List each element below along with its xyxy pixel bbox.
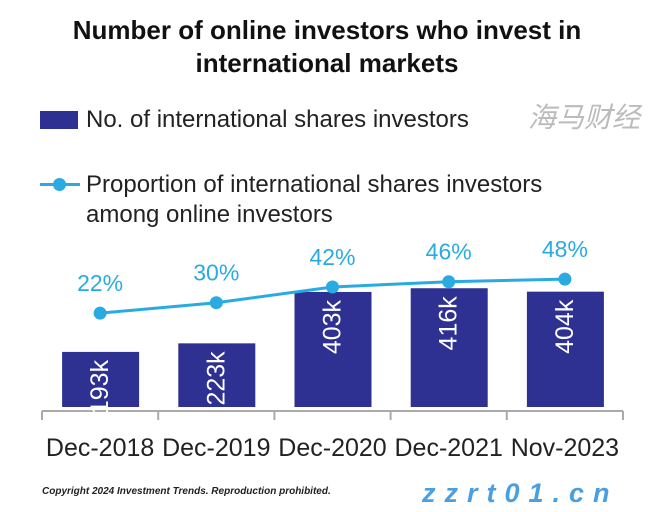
legend-bar-swatch <box>40 111 78 129</box>
bar-Nov-2023 <box>526 291 604 407</box>
legend-line-label: Proportion of international shares inves… <box>86 170 542 230</box>
bar-Dec-2019 <box>178 343 256 407</box>
bar-value-label: 403k <box>319 299 347 354</box>
bar-Dec-2020 <box>294 291 372 407</box>
watermark-url: zzrt01.cn <box>422 478 619 508</box>
x-tick-label: Dec-2018 <box>46 434 154 462</box>
bar-Dec-2018 <box>62 351 140 407</box>
legend-line-label-2: among online investors <box>86 201 333 228</box>
line-value-label: 46% <box>426 239 472 265</box>
legend-line-marker <box>53 178 66 191</box>
line-point-Dec-2019 <box>209 296 223 310</box>
bar-value-label: 404k <box>551 299 579 354</box>
x-tick-label: Dec-2020 <box>278 434 386 462</box>
bar-value-label: 416k <box>435 296 463 351</box>
line-value-label: 48% <box>542 236 588 262</box>
x-tick-label: Dec-2019 <box>162 434 270 462</box>
bar-Dec-2021 <box>410 288 488 407</box>
line-value-label: 30% <box>193 260 239 286</box>
x-tick-label: Dec-2021 <box>394 434 502 462</box>
watermark-cn: 海马财经 <box>528 102 641 133</box>
bar-value-label: 223k <box>202 351 230 406</box>
line-value-label: 42% <box>309 244 355 270</box>
copyright-note: Copyright 2024 Investment Trends. Reprod… <box>42 486 331 497</box>
line-point-Nov-2023 <box>558 272 572 286</box>
legend-bar-label: No. of international shares investors <box>86 106 469 133</box>
x-tick-label: Nov-2023 <box>511 434 619 462</box>
chart-title: Number of online investors who invest in… <box>72 15 582 78</box>
line-point-Dec-2018 <box>93 306 107 320</box>
line-point-Dec-2021 <box>442 275 456 289</box>
line-value-label: 22% <box>77 270 123 296</box>
legend-line-label-1: Proportion of international shares inves… <box>86 171 543 198</box>
line-point-Dec-2020 <box>326 280 339 294</box>
bar-value-label: 193k <box>86 359 114 414</box>
